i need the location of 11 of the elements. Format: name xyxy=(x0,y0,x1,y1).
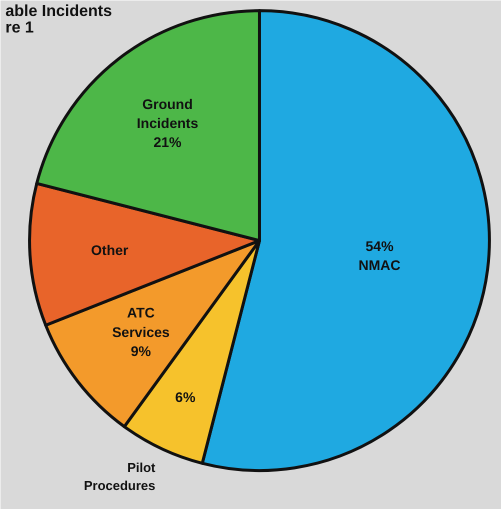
slice-label: Other xyxy=(91,242,129,258)
data-label: 21% xyxy=(153,134,182,150)
data-label: 9% xyxy=(130,343,152,360)
text: re 1 xyxy=(5,20,34,37)
chart-title: able Incidents xyxy=(5,2,112,20)
slice-label: NMAC xyxy=(358,257,401,274)
slice-label: ATC Services xyxy=(112,304,170,340)
slice-label: Pilot Procedures xyxy=(84,460,156,494)
slice-label: Ground Incidents xyxy=(136,96,198,131)
data-label: 54% xyxy=(366,238,394,254)
data-label: 6% xyxy=(175,389,196,406)
